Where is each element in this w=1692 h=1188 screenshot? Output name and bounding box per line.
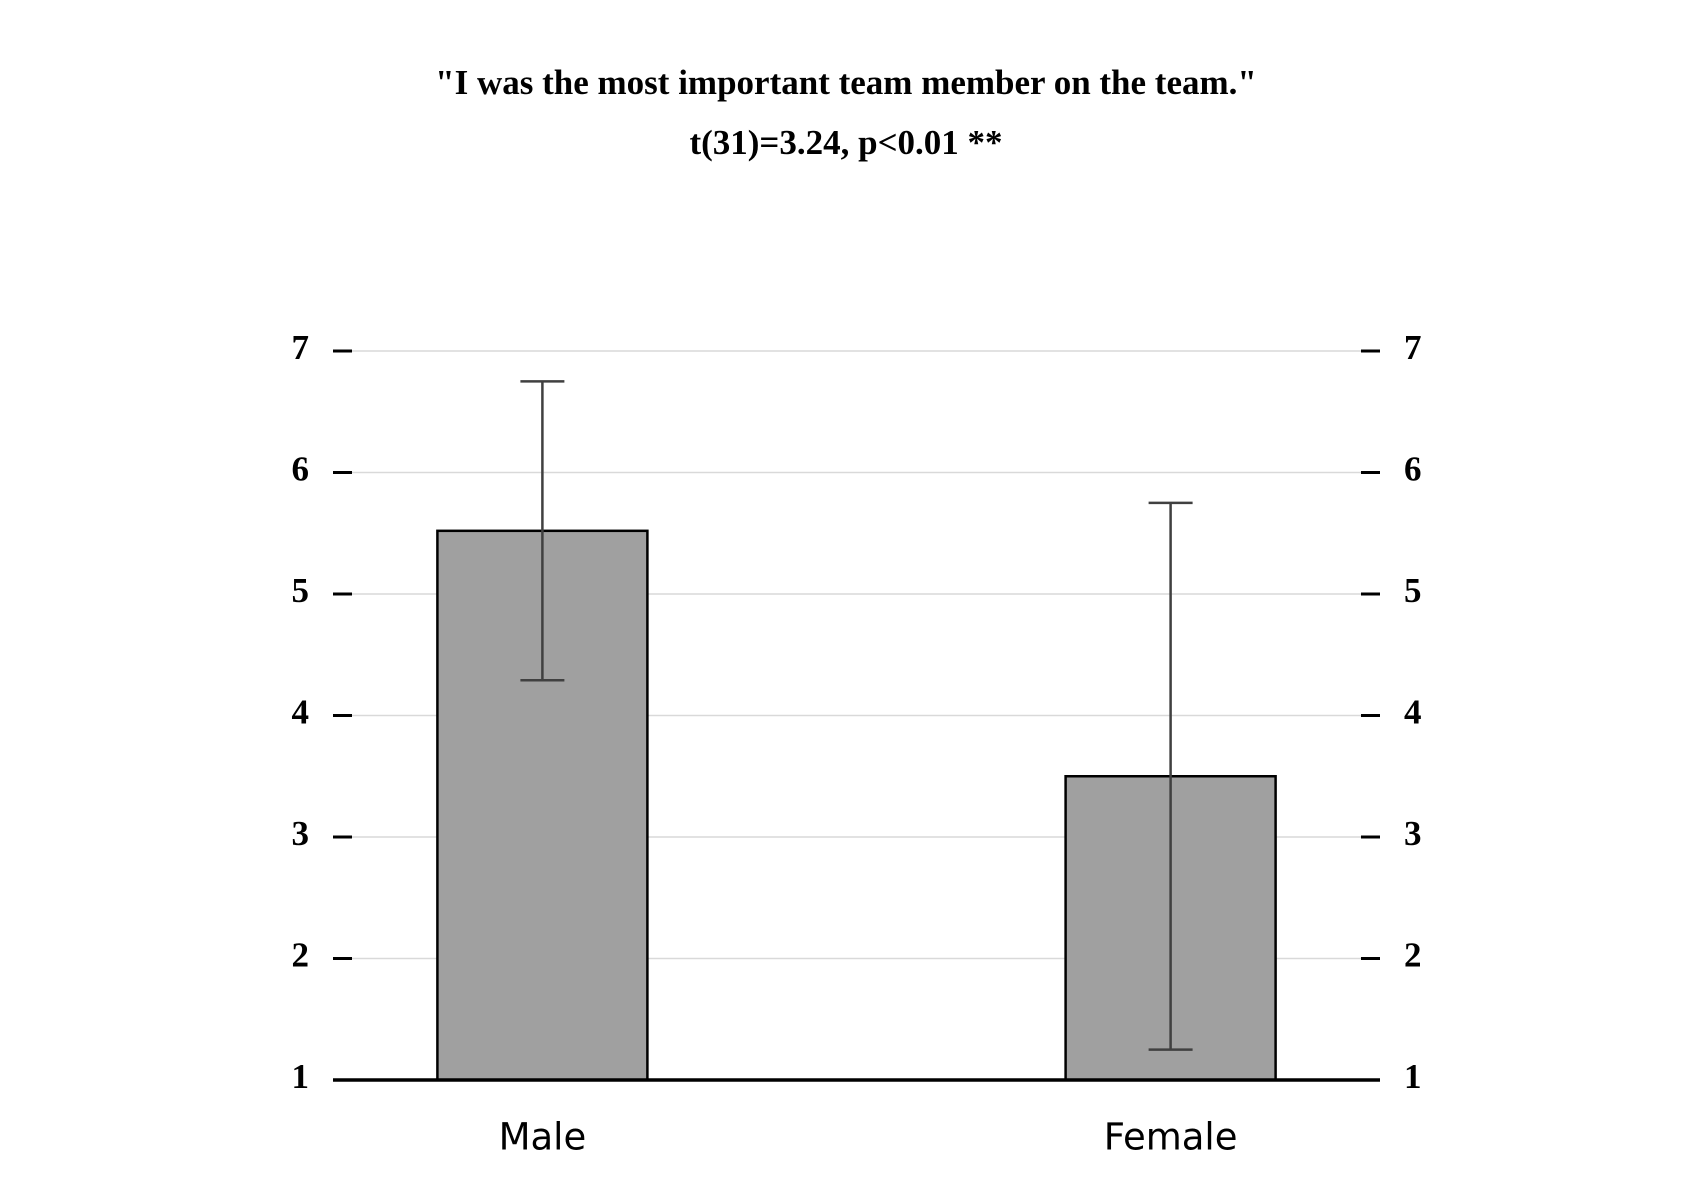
y-tick-label: 5 [292,571,310,610]
error-bar [520,380,565,682]
y2-tick-label: 7 [1404,328,1422,367]
y2-tick-label: 1 [1404,1057,1422,1096]
y2-tick-label: 3 [1404,814,1422,853]
chart-title: "I was the most important team member on… [435,63,1257,102]
y2-tick-label: 6 [1404,450,1422,489]
chart-subtitle: t(31)=3.24, p<0.01 ** [689,123,1002,162]
y-tick-label: 6 [292,450,310,489]
y2-tick-label: 5 [1404,571,1422,610]
y-tick-label: 1 [292,1057,310,1096]
y-tick-label: 3 [292,814,310,853]
error-bar [1148,501,1193,1051]
x-tick-label: Female [1104,1116,1238,1159]
y-tick-label: 2 [292,936,310,975]
y2-tick-label: 4 [1404,693,1422,732]
y2-tick-label: 2 [1404,936,1422,975]
x-tick-label: Male [499,1116,587,1159]
y-tick-label: 4 [292,693,310,732]
y-tick-label: 7 [292,328,310,367]
